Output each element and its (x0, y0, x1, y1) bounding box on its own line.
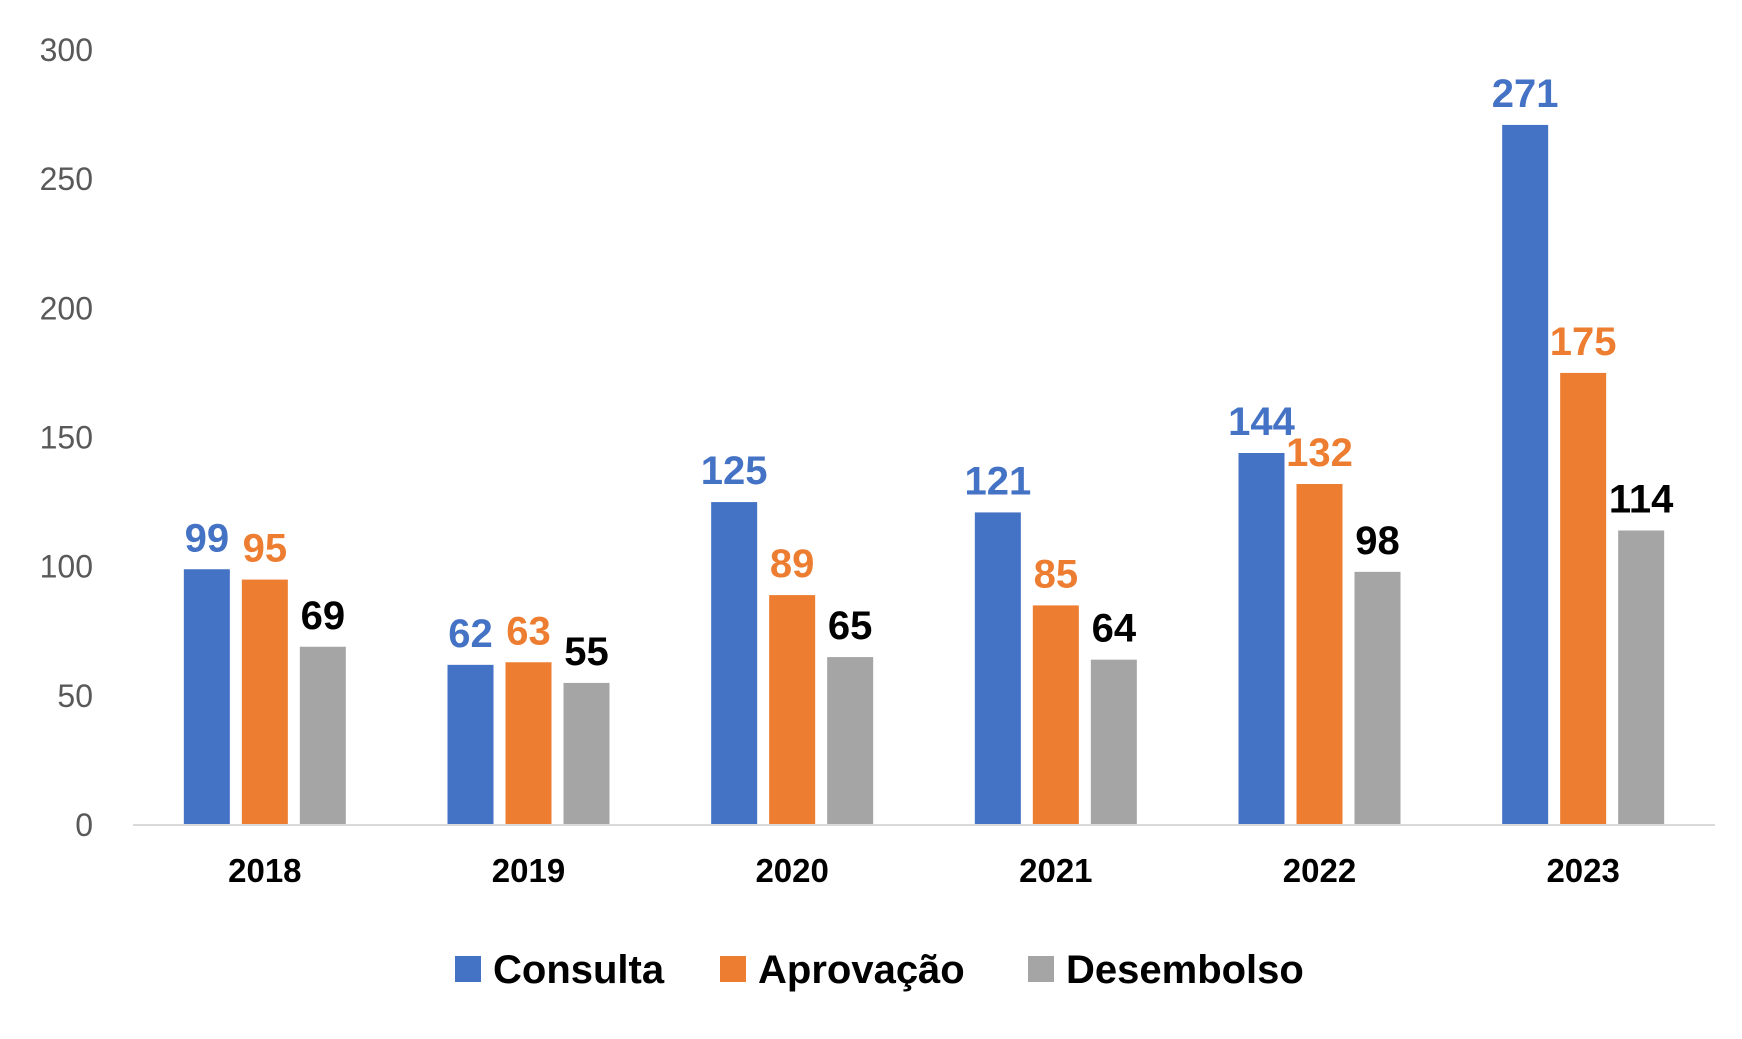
bar-desembolso-2018 (299, 646, 346, 825)
bar-consulta-2019 (447, 664, 494, 825)
data-label: 132 (1286, 431, 1353, 475)
y-tick-label: 300 (40, 32, 93, 68)
bar-desembolso-2022 (1354, 571, 1401, 825)
data-label: 95 (243, 527, 288, 571)
data-label: 65 (828, 604, 873, 648)
bar-desembolso-2020 (827, 657, 874, 825)
data-label: 55 (564, 630, 609, 674)
bar-consulta-2023 (1502, 124, 1549, 825)
data-label: 114 (1609, 478, 1674, 522)
x-tick-label: 2023 (1546, 852, 1619, 889)
legend-swatch (1028, 956, 1054, 982)
legend-label: Aprovação (758, 948, 965, 992)
legend-swatch (455, 956, 481, 982)
bar-aprova-o-2021 (1032, 605, 1079, 825)
data-label: 85 (1034, 552, 1079, 596)
legend: Consulta Aprovação Desembolso (455, 948, 1304, 992)
y-tick-label: 250 (40, 161, 93, 197)
data-label: 62 (448, 612, 493, 656)
y-tick-label: 150 (40, 420, 93, 456)
data-label: 64 (1092, 607, 1137, 651)
legend-label: Desembolso (1066, 948, 1304, 992)
bar-desembolso-2019 (563, 682, 610, 825)
bar-aprova-o-2022 (1296, 484, 1343, 825)
y-tick-label: 50 (57, 678, 93, 714)
data-label: 89 (770, 542, 815, 586)
data-label: 271 (1492, 72, 1559, 116)
x-tick-label: 2021 (1019, 852, 1092, 889)
y-tick-label: 100 (40, 549, 93, 585)
bar-desembolso-2023 (1618, 530, 1665, 825)
bar-consulta-2020 (711, 502, 758, 825)
data-label: 125 (701, 449, 768, 493)
bars-group (183, 124, 1665, 825)
data-label: 175 (1550, 320, 1617, 364)
data-label: 144 (1228, 400, 1295, 444)
bar-consulta-2022 (1238, 453, 1285, 825)
data-label: 98 (1355, 519, 1400, 563)
y-axis: 0 50 100 150 200 250 300 (40, 32, 93, 843)
y-tick-label: 200 (40, 290, 93, 326)
bar-consulta-2021 (974, 512, 1021, 825)
x-axis: 2018 2019 2020 2021 2022 2023 (228, 852, 1620, 889)
bar-desembolso-2021 (1090, 659, 1137, 825)
bar-aprova-o-2023 (1560, 372, 1607, 825)
bar-aprova-o-2018 (241, 579, 288, 825)
x-tick-label: 2018 (228, 852, 301, 889)
x-tick-label: 2019 (492, 852, 565, 889)
data-label: 63 (506, 609, 551, 653)
bar-aprova-o-2019 (505, 662, 552, 825)
legend-label: Consulta (493, 948, 665, 992)
bar-aprova-o-2020 (769, 595, 816, 825)
x-tick-label: 2022 (1283, 852, 1356, 889)
data-label: 121 (964, 459, 1031, 503)
bar-consulta-2018 (183, 569, 230, 825)
x-tick-label: 2020 (755, 852, 828, 889)
y-tick-label: 0 (75, 807, 93, 843)
data-label: 69 (301, 594, 346, 638)
data-label: 99 (185, 516, 230, 560)
legend-swatch (720, 956, 746, 982)
